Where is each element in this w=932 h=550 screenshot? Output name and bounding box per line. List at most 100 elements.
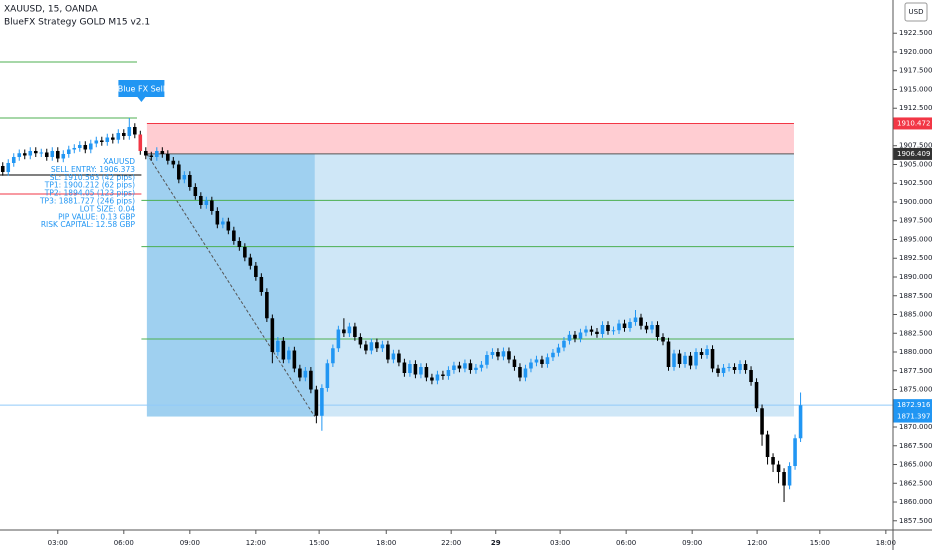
- candle-body: [50, 150, 55, 157]
- candle-body: [380, 344, 385, 349]
- candle-body: [204, 200, 209, 205]
- candle-body: [727, 367, 731, 369]
- chart-subtitle: BlueFX Strategy GOLD M15 v2.1: [4, 18, 150, 28]
- info-line: SL: 1910.563 (42 pips): [50, 173, 135, 182]
- candle-body: [650, 325, 654, 330]
- candle-body: [490, 352, 495, 356]
- candle-body: [501, 351, 506, 357]
- price-badge: [893, 399, 932, 412]
- candle-body: [276, 340, 280, 353]
- candle-body: [314, 389, 319, 416]
- price-badge-label: 1871.397: [897, 413, 930, 421]
- candle-body: [556, 347, 561, 353]
- info-line: TP1: 1900.212 (62 pips): [44, 181, 135, 190]
- x-tick-label: 06:00: [616, 539, 636, 547]
- price-badge: [893, 117, 932, 130]
- candle-body: [529, 362, 533, 369]
- y-tick-label: 1912.500: [899, 104, 932, 112]
- y-tick-label: 1905.000: [899, 160, 932, 168]
- y-tick-label: 1877.500: [899, 367, 932, 375]
- candle-body: [336, 329, 341, 349]
- candle-body: [149, 155, 154, 157]
- candle-body: [677, 353, 682, 365]
- candle-body: [672, 353, 676, 368]
- marks-layer: [0, 117, 803, 503]
- front-layer: XAUUSD, 15, OANDA BlueFX Strategy GOLD M…: [4, 5, 932, 547]
- info-line: XAUUSD: [103, 157, 135, 166]
- y-tick-label: 1880.000: [899, 348, 932, 356]
- y-tick-label: 1892.500: [899, 254, 932, 262]
- candle-body: [11, 156, 16, 163]
- candle-body: [72, 147, 77, 150]
- candle-body: [199, 195, 203, 205]
- candle-body: [787, 466, 792, 486]
- candle-body: [166, 153, 170, 161]
- x-tick-label: 12:00: [246, 539, 266, 547]
- info-line: PIP VALUE: 0.13 GBP: [58, 212, 135, 221]
- candle-body: [628, 322, 632, 329]
- candle-body: [479, 364, 484, 368]
- candle-body: [468, 363, 473, 371]
- candle-body: [611, 330, 616, 332]
- candle-body: [457, 365, 462, 369]
- y-tick-label: 1890.000: [899, 273, 932, 281]
- candle-body: [760, 408, 764, 435]
- candle-body: [144, 150, 148, 156]
- x-tick-label: 18:00: [376, 539, 396, 547]
- candle-body: [413, 364, 418, 375]
- x-tick-label: 12:00: [747, 539, 767, 547]
- y-tick-label: 1870.000: [899, 423, 932, 431]
- candle-body: [287, 350, 291, 360]
- candle-body: [540, 359, 544, 365]
- candle-body: [77, 144, 82, 148]
- candle-body: [177, 164, 181, 180]
- candle-body: [226, 221, 231, 231]
- x-tick-label: 06:00: [114, 539, 134, 547]
- candle-body: [463, 363, 467, 369]
- candle-body: [17, 153, 22, 157]
- candle-body: [292, 350, 297, 369]
- candle-body: [28, 150, 33, 156]
- y-tick-label: 1900.000: [899, 198, 932, 206]
- candle-body: [485, 355, 489, 365]
- candle-body: [397, 353, 401, 363]
- candle-body: [353, 326, 357, 338]
- candle-body: [749, 370, 753, 383]
- candle-body: [639, 317, 643, 326]
- x-tick-label: 09:00: [180, 539, 200, 547]
- y-tick-label: 1920.000: [899, 48, 932, 56]
- chart-title: XAUUSD, 15, OANDA: [4, 5, 99, 15]
- candle-body: [303, 370, 308, 378]
- candle-body: [66, 149, 71, 154]
- stop-zone: [146, 123, 794, 154]
- candle-body: [0, 165, 5, 172]
- candle-body: [496, 352, 500, 357]
- x-tick-label: 29: [491, 539, 501, 547]
- candle-body: [210, 200, 214, 211]
- candle-body: [386, 344, 390, 360]
- candle-body: [94, 140, 99, 144]
- currency-box[interactable]: [904, 2, 928, 22]
- y-tick-label: 1915.000: [899, 85, 932, 93]
- y-tick-label: 1867.500: [899, 442, 932, 450]
- y-tick-label: 1902.500: [899, 179, 932, 187]
- candle-body: [325, 363, 330, 389]
- candle-body: [743, 364, 748, 371]
- x-tick-label: 09:00: [682, 539, 702, 547]
- candle-body: [738, 364, 742, 371]
- candle-body: [298, 368, 302, 378]
- info-line: TP2: 1894.05 (123 pips): [44, 189, 135, 198]
- candle-body: [441, 374, 445, 377]
- y-tick-label: 1857.500: [899, 517, 932, 525]
- candle-body: [320, 388, 324, 416]
- candle-body: [369, 342, 374, 351]
- candle-body: [39, 152, 44, 154]
- candle-body: [617, 323, 621, 331]
- x-tick-label: 15:00: [810, 539, 830, 547]
- y-tick-label: 1865.000: [899, 461, 932, 469]
- y-tick-label: 1882.500: [899, 329, 932, 337]
- candle-body: [193, 186, 198, 196]
- candle-body: [589, 329, 594, 332]
- candle-body: [105, 137, 110, 142]
